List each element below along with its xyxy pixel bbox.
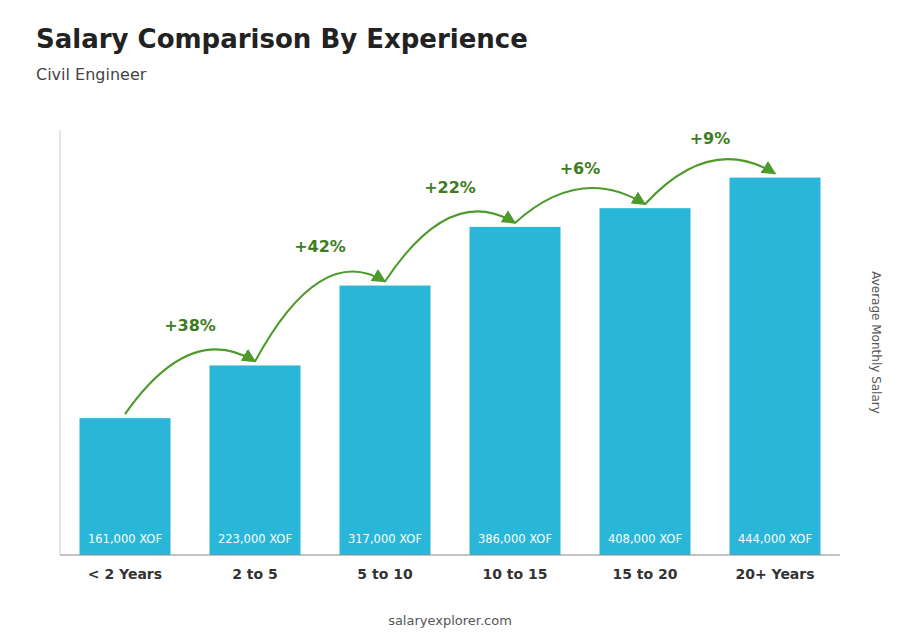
annotation: salaryexplorer.com bbox=[388, 613, 512, 628]
chart: Salary Comparison By Experience Civil Eng… bbox=[0, 0, 900, 641]
data-label: 161,000 XOF bbox=[88, 532, 162, 546]
x-tick-label: 10 to 15 bbox=[482, 566, 547, 582]
x-tick-label: 2 to 5 bbox=[232, 566, 278, 582]
bar bbox=[80, 418, 171, 555]
data-label: 386,000 XOF bbox=[478, 532, 552, 546]
change-arrow bbox=[125, 349, 255, 414]
y-axis-line bbox=[60, 130, 61, 555]
data-label: 317,000 XOF bbox=[348, 532, 422, 546]
change-label: +6% bbox=[560, 159, 601, 178]
change-arrow bbox=[645, 159, 775, 204]
y-axis-label: Average Monthly Salary bbox=[869, 271, 883, 414]
bar bbox=[210, 365, 301, 555]
bar bbox=[470, 227, 561, 555]
x-tick-label: 15 to 20 bbox=[612, 566, 677, 582]
bar bbox=[730, 178, 821, 555]
title: Salary Comparison By Experience bbox=[36, 24, 528, 54]
change-label: +9% bbox=[690, 129, 731, 148]
bar bbox=[340, 286, 431, 555]
x-tick-label: 5 to 10 bbox=[357, 566, 413, 582]
data-label: 408,000 XOF bbox=[608, 532, 682, 546]
x-axis-line bbox=[60, 555, 840, 556]
x-tick-label: 20+ Years bbox=[735, 566, 814, 582]
data-label: 223,000 XOF bbox=[218, 532, 292, 546]
plot-area bbox=[80, 159, 821, 555]
data-label: 444,000 XOF bbox=[738, 532, 812, 546]
change-label: +22% bbox=[424, 178, 476, 197]
bar bbox=[600, 208, 691, 555]
x-tick-label: < 2 Years bbox=[88, 566, 162, 582]
change-label: +42% bbox=[294, 237, 346, 256]
change-arrow bbox=[385, 211, 515, 281]
subtitle: Civil Engineer bbox=[36, 65, 147, 84]
change-arrow bbox=[255, 272, 385, 362]
change-arrow bbox=[515, 188, 645, 223]
change-label: +38% bbox=[164, 316, 216, 335]
